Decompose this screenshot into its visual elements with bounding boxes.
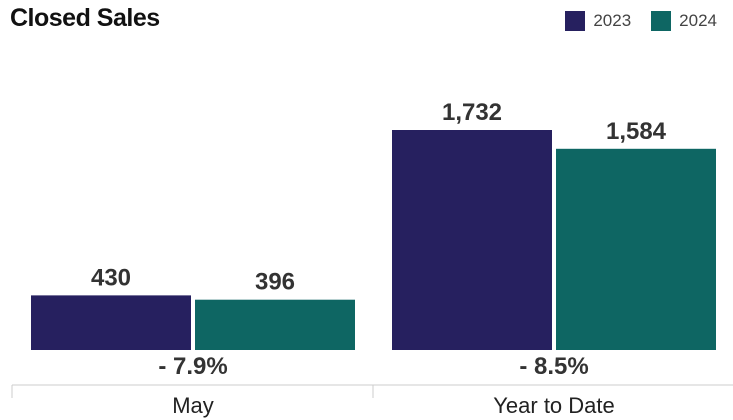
change-label-1: - 8.5% (519, 353, 588, 380)
bar-2023-1 (392, 130, 552, 350)
legend-label-2023: 2023 (593, 11, 632, 30)
legend-item-2023: 2023 (565, 11, 631, 31)
legend: 2023 2024 (545, 11, 717, 31)
bar-2024-0 (195, 299, 355, 350)
legend-swatch-2023 (565, 11, 586, 31)
legend-swatch-2024 (651, 11, 672, 31)
chart-title: Closed Sales (10, 4, 160, 32)
value-label-2023-1: 1,732 (442, 99, 502, 126)
legend-label-2024: 2024 (679, 11, 717, 30)
category-label-1: Year to Date (493, 393, 615, 418)
category-label-0: May (172, 393, 214, 418)
value-label-2024-1: 1,584 (606, 118, 667, 145)
legend-item-2024: 2024 (651, 11, 717, 31)
value-label-2023-0: 430 (91, 264, 131, 291)
bar-2023-0 (31, 295, 191, 350)
change-label-0: - 7.9% (158, 353, 227, 380)
bar-2024-1 (556, 148, 716, 350)
value-label-2024-0: 396 (255, 269, 295, 296)
